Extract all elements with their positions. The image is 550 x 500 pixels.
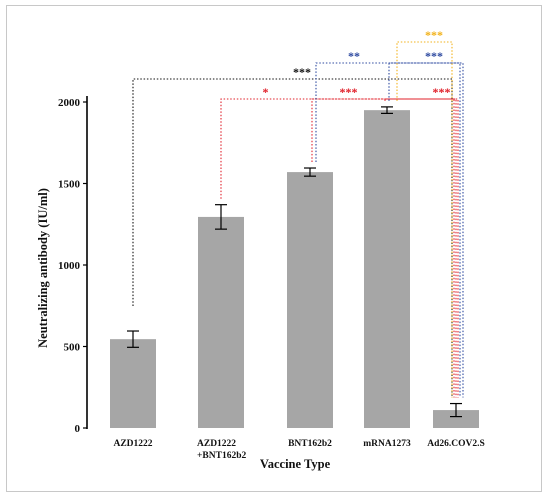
x-tick-label: AZD1222 [113, 439, 152, 449]
significance-bracket [396, 41, 453, 398]
y-tick-label: 0 [75, 423, 81, 435]
significance-bracket [315, 62, 461, 398]
significance-bracket [220, 98, 455, 398]
bar [433, 410, 479, 428]
significance-label: *** [425, 49, 443, 63]
y-tick-label: 1000 [58, 260, 81, 272]
labels: AZD1222 AZD1222 +BNT162b2 BNT162b2 mRNA1273 A… [113, 439, 484, 461]
axes: 0 500 1000 1500 2000 [58, 96, 88, 435]
bars [110, 110, 479, 429]
x-tick-label: Ad26.COV2.S [427, 439, 485, 449]
x-tick-label: BNT162b2 [288, 439, 332, 449]
significance-brackets: **** *** ***** ****** [132, 28, 464, 398]
x-axis-title: Vaccine Type [260, 457, 331, 471]
significance-label: ** [348, 49, 360, 63]
y-tick-label: 500 [64, 342, 81, 354]
chart-frame: 0 500 1000 1500 2000 *** * *** *** ** *** *** AZD1… [6, 5, 542, 492]
significance-bracket [384, 98, 459, 398]
significance-label: * [263, 85, 269, 99]
significance-label: *** [425, 28, 443, 42]
x-tick-label: AZD1222 +BNT162b2 [197, 439, 246, 461]
bar [198, 216, 244, 428]
error-bars [127, 106, 462, 418]
y-tick-label: 2000 [58, 97, 81, 109]
bar [110, 339, 156, 428]
y-tick-label: 1500 [58, 179, 81, 191]
significance-label: *** [293, 65, 311, 79]
bar [364, 110, 410, 429]
x-tick-label: mRNA1273 [363, 439, 411, 449]
significance-bracket [132, 78, 453, 398]
significance-label: *** [340, 85, 358, 99]
bar [287, 172, 333, 428]
y-axis-title: Neutralizing antibody (IU/ml) [36, 188, 50, 348]
significance-label: *** [433, 85, 451, 99]
